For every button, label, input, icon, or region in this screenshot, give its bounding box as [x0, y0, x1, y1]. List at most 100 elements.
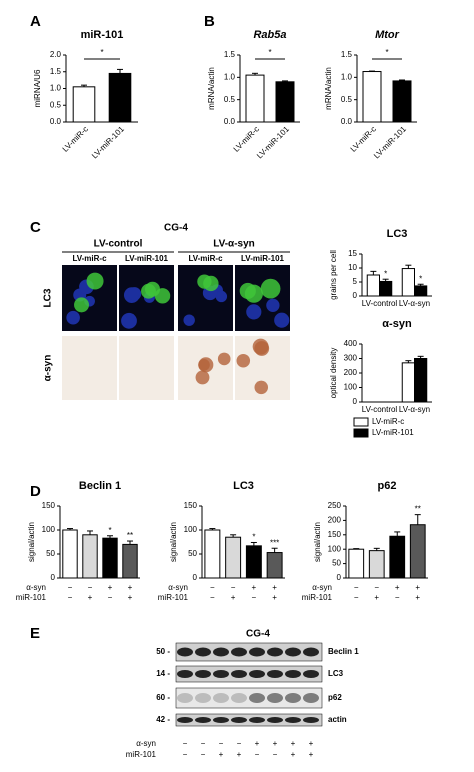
treatment-sign: −	[255, 750, 260, 759]
treatment-name: α-syn	[26, 583, 46, 592]
panel-label: B	[204, 13, 215, 30]
y-tick-label: 100	[344, 383, 358, 392]
blot-band	[249, 647, 265, 657]
treatment-sign: +	[309, 750, 314, 759]
y-tick-label: 0.0	[224, 117, 236, 126]
treatment-sign: −	[210, 583, 215, 592]
treatment-sign: +	[252, 583, 257, 592]
blot-band	[303, 693, 319, 703]
column-header: LV-miR-c	[188, 254, 223, 263]
treatment-sign: +	[219, 750, 224, 759]
band-label: actin	[328, 715, 347, 724]
y-tick-label: 10	[348, 263, 357, 272]
bar	[266, 552, 283, 579]
group-header: LV-α-syn	[213, 239, 255, 250]
treatment-sign: −	[201, 739, 206, 748]
bar	[401, 362, 415, 403]
y-tick-label: 1.0	[341, 72, 353, 81]
blot-band	[231, 647, 247, 657]
treatment-sign: −	[231, 583, 236, 592]
y-tick-label: 200	[344, 368, 358, 377]
blot-band	[177, 647, 193, 657]
significance: *	[384, 269, 387, 278]
bar	[108, 72, 132, 123]
blot-band	[213, 647, 229, 657]
y-tick-label: 0.5	[341, 95, 353, 104]
bar	[389, 535, 406, 579]
x-tick-label: LV-miR-101	[255, 124, 291, 160]
nucleus	[183, 314, 195, 326]
treatment-sign: −	[354, 593, 359, 602]
bar	[348, 548, 365, 579]
y-tick-label: 0.5	[224, 95, 236, 104]
bar	[366, 274, 380, 297]
treatment-sign: +	[237, 750, 242, 759]
treatment-sign: +	[255, 739, 260, 748]
band-label: p62	[328, 693, 342, 702]
blot-band	[231, 693, 247, 703]
treatment-sign: +	[415, 583, 420, 592]
y-tick-label: 0.0	[341, 117, 353, 126]
treatment-sign: +	[309, 739, 314, 748]
treatment-name: α-syn	[312, 583, 332, 592]
blot-band	[195, 693, 211, 703]
bar	[414, 285, 428, 297]
y-tick-label: 100	[42, 525, 56, 534]
significance: *	[108, 526, 111, 535]
chart-title: p62	[378, 480, 397, 492]
treatment-sign: +	[88, 593, 93, 602]
nucleus	[246, 304, 262, 320]
blot-band	[213, 693, 229, 703]
chart-title: Beclin 1	[79, 480, 121, 492]
treatment-sign: −	[374, 583, 379, 592]
blot-band	[285, 670, 301, 678]
treatment-name: miR-101	[158, 593, 189, 602]
cell	[141, 283, 156, 299]
treatment-sign: +	[231, 593, 236, 602]
y-tick-label: 50	[46, 549, 55, 558]
stained-cell	[217, 352, 231, 366]
significance: *	[419, 274, 422, 283]
row-label: α-syn	[43, 355, 54, 382]
treatment-sign: +	[108, 583, 113, 592]
y-tick-label: 200	[328, 516, 342, 525]
blot-band	[195, 647, 211, 657]
blot-band	[267, 670, 283, 678]
chart-title: α-syn	[382, 318, 412, 330]
legend-swatch	[353, 428, 369, 438]
band-label: LC3	[328, 669, 344, 678]
bar	[362, 71, 382, 123]
x-tick-label: LV-miR-c	[61, 125, 90, 154]
treatment-sign: +	[415, 593, 420, 602]
bar	[82, 534, 98, 579]
treatment-sign: +	[273, 739, 278, 748]
treatment-sign: +	[272, 583, 277, 592]
treatment-sign: +	[395, 583, 400, 592]
treatment-sign: −	[68, 583, 73, 592]
group-header: LV-control	[94, 239, 143, 250]
blot-band	[213, 717, 229, 723]
y-axis-label: mRNA/actin	[207, 67, 216, 110]
y-tick-label: 5	[353, 277, 358, 286]
cell	[154, 288, 171, 304]
bar	[225, 536, 242, 579]
treatment-sign: −	[68, 593, 73, 602]
column-header: LV-miR-c	[72, 254, 107, 263]
treatment-name: miR-101	[16, 593, 47, 602]
stained-cell	[236, 353, 251, 368]
treatment-sign: −	[219, 739, 224, 748]
significance: *	[252, 533, 255, 542]
bar	[245, 545, 262, 579]
stained-cell	[195, 370, 210, 385]
y-tick-label: 1.5	[341, 50, 353, 59]
treatment-sign: +	[291, 739, 296, 748]
treatment-sign: +	[272, 593, 277, 602]
y-axis-label: optical density	[329, 348, 338, 399]
blot-band	[303, 647, 319, 657]
column-header: LV-miR-101	[125, 254, 169, 263]
chart-title: LC3	[233, 480, 254, 492]
y-axis-label: signal/actin	[27, 522, 36, 562]
treatment-sign: −	[201, 750, 206, 759]
y-tick-label: 50	[188, 549, 197, 558]
